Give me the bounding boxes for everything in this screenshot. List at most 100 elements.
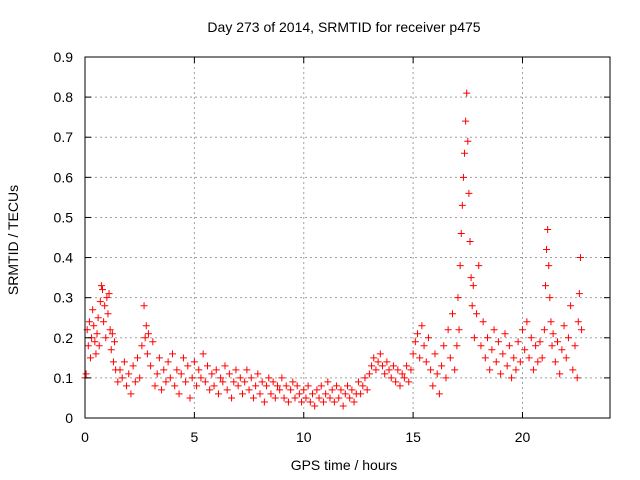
data-point bbox=[350, 398, 358, 406]
data-point bbox=[438, 362, 446, 370]
data-point bbox=[420, 342, 428, 350]
data-point bbox=[490, 326, 498, 334]
data-point bbox=[304, 382, 312, 390]
data-point bbox=[141, 334, 149, 342]
data-point bbox=[416, 354, 424, 362]
data-point bbox=[95, 342, 103, 350]
data-point bbox=[433, 370, 441, 378]
data-point bbox=[164, 358, 172, 366]
data-point bbox=[311, 402, 319, 410]
data-point bbox=[302, 394, 310, 402]
data-point bbox=[538, 354, 546, 362]
data-point bbox=[206, 386, 214, 394]
data-point bbox=[392, 378, 400, 386]
data-point bbox=[138, 342, 146, 350]
data-point bbox=[551, 358, 559, 366]
data-point bbox=[86, 354, 94, 362]
data-point bbox=[560, 322, 568, 330]
data-point bbox=[179, 354, 187, 362]
data-point bbox=[166, 374, 174, 382]
data-point bbox=[256, 390, 264, 398]
data-point bbox=[536, 338, 544, 346]
data-point bbox=[162, 378, 170, 386]
data-point bbox=[459, 173, 467, 181]
data-point bbox=[348, 386, 356, 394]
data-point bbox=[101, 302, 109, 310]
data-point bbox=[129, 362, 137, 370]
y-tick-label: 0.9 bbox=[54, 49, 74, 65]
data-point bbox=[508, 374, 516, 382]
data-point bbox=[457, 229, 465, 237]
data-point bbox=[381, 370, 389, 378]
data-point bbox=[468, 302, 476, 310]
data-point bbox=[363, 386, 371, 394]
data-point bbox=[208, 370, 216, 378]
y-tick-label: 0.6 bbox=[54, 169, 74, 185]
data-point bbox=[389, 362, 397, 370]
data-point bbox=[234, 382, 242, 390]
data-point bbox=[467, 274, 475, 282]
data-point bbox=[293, 382, 301, 390]
data-point bbox=[458, 201, 466, 209]
data-point bbox=[505, 342, 513, 350]
data-point bbox=[512, 366, 520, 374]
data-point bbox=[91, 338, 99, 346]
data-point bbox=[300, 386, 308, 394]
data-point bbox=[444, 326, 452, 334]
data-point bbox=[182, 378, 190, 386]
data-point bbox=[499, 350, 507, 358]
data-point bbox=[219, 378, 227, 386]
x-tick-label: 20 bbox=[515, 429, 531, 445]
data-point bbox=[103, 294, 111, 302]
data-point bbox=[104, 310, 112, 318]
data-point bbox=[289, 378, 297, 386]
data-point bbox=[359, 382, 367, 390]
data-point bbox=[125, 370, 133, 378]
data-point bbox=[254, 370, 262, 378]
data-point bbox=[282, 382, 290, 390]
data-point bbox=[549, 330, 557, 338]
data-point bbox=[306, 398, 314, 406]
data-point bbox=[90, 322, 98, 330]
data-point bbox=[108, 330, 116, 338]
data-point bbox=[562, 354, 570, 362]
data-point bbox=[184, 362, 192, 370]
data-point bbox=[573, 374, 581, 382]
y-tick-label: 0.4 bbox=[54, 250, 74, 266]
data-point bbox=[357, 390, 365, 398]
data-point bbox=[529, 366, 537, 374]
data-point bbox=[339, 402, 347, 410]
data-point bbox=[451, 366, 459, 374]
data-point bbox=[361, 374, 369, 382]
data-points bbox=[81, 89, 586, 410]
data-point bbox=[440, 342, 448, 350]
y-axis-label: SRMTID / TECUs bbox=[5, 185, 21, 295]
data-point bbox=[313, 386, 321, 394]
data-point bbox=[284, 398, 292, 406]
data-point bbox=[94, 314, 102, 322]
data-point bbox=[210, 382, 218, 390]
data-point bbox=[295, 390, 303, 398]
plot-frame bbox=[84, 56, 611, 419]
data-point bbox=[221, 362, 229, 370]
y-tick-label: 0 bbox=[65, 410, 73, 426]
data-point bbox=[455, 326, 463, 334]
data-point bbox=[114, 378, 122, 386]
data-point bbox=[525, 354, 533, 362]
x-axis-label: GPS time / hours bbox=[291, 457, 398, 473]
data-point bbox=[278, 374, 286, 382]
data-point bbox=[418, 322, 426, 330]
data-point bbox=[105, 290, 113, 298]
data-point bbox=[409, 350, 417, 358]
data-point bbox=[249, 394, 257, 402]
data-point bbox=[276, 386, 284, 394]
data-point bbox=[473, 310, 481, 318]
data-point bbox=[243, 366, 251, 374]
data-point bbox=[469, 282, 477, 290]
data-point bbox=[315, 394, 323, 402]
data-point bbox=[155, 354, 163, 362]
data-point bbox=[260, 398, 268, 406]
data-point bbox=[89, 306, 97, 314]
data-point bbox=[523, 318, 531, 326]
